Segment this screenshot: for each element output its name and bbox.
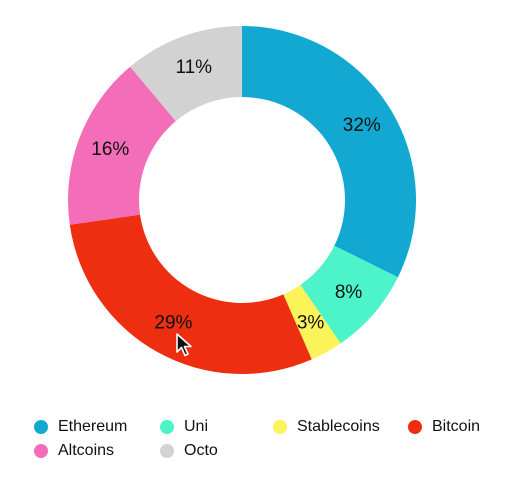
legend-item-altcoins: Altcoins (34, 442, 160, 460)
slice-label-uni: 8% (335, 282, 363, 303)
donut-labels: 32% 8% 3% 29% 16% 11% (91, 57, 381, 334)
legend-row-1: Ethereum Uni Stablecoins Bitcoin (34, 416, 504, 438)
slice-uni (300, 245, 398, 344)
slice-label-octo: 11% (175, 57, 212, 78)
legend-label-ethereum: Ethereum (58, 418, 128, 435)
legend-label-stablecoins: Stablecoins (297, 418, 380, 435)
legend-swatch-altcoins (34, 444, 48, 458)
slice-label-altcoins: 16% (91, 139, 129, 160)
legend-row-2: Altcoins Octo (34, 440, 504, 462)
chart-legend: Ethereum Uni Stablecoins Bitcoin Altcoin… (34, 416, 504, 464)
legend-label-bitcoin: Bitcoin (432, 418, 481, 435)
slice-label-bitcoin: 29% (154, 313, 192, 334)
legend-label-octo: Octo (184, 442, 218, 459)
legend-swatch-ethereum (34, 420, 48, 434)
mouse-pointer-icon (176, 333, 192, 357)
legend-label-uni: Uni (184, 418, 209, 435)
legend-swatch-uni (160, 420, 174, 434)
slice-stablecoins (283, 284, 341, 360)
legend-item-ethereum: Ethereum (34, 418, 160, 436)
legend-label-altcoins: Altcoins (58, 442, 115, 459)
legend-swatch-octo (160, 444, 174, 458)
slice-altcoins (68, 66, 176, 225)
legend-item-bitcoin: Bitcoin (408, 418, 480, 436)
slice-octo (130, 26, 242, 122)
legend-item-octo: Octo (160, 442, 218, 460)
legend-item-uni: Uni (160, 418, 273, 436)
slice-label-stablecoins: 3% (297, 313, 325, 334)
slice-bitcoin (69, 214, 312, 374)
slice-label-ethereum: 32% (343, 115, 381, 136)
donut-chart: 32% 8% 3% 29% 16% 11% (68, 26, 417, 374)
slice-ethereum (242, 26, 417, 278)
legend-swatch-stablecoins (273, 420, 287, 434)
legend-swatch-bitcoin (408, 420, 422, 434)
legend-item-stablecoins: Stablecoins (273, 418, 408, 436)
donut-slices (68, 26, 417, 374)
